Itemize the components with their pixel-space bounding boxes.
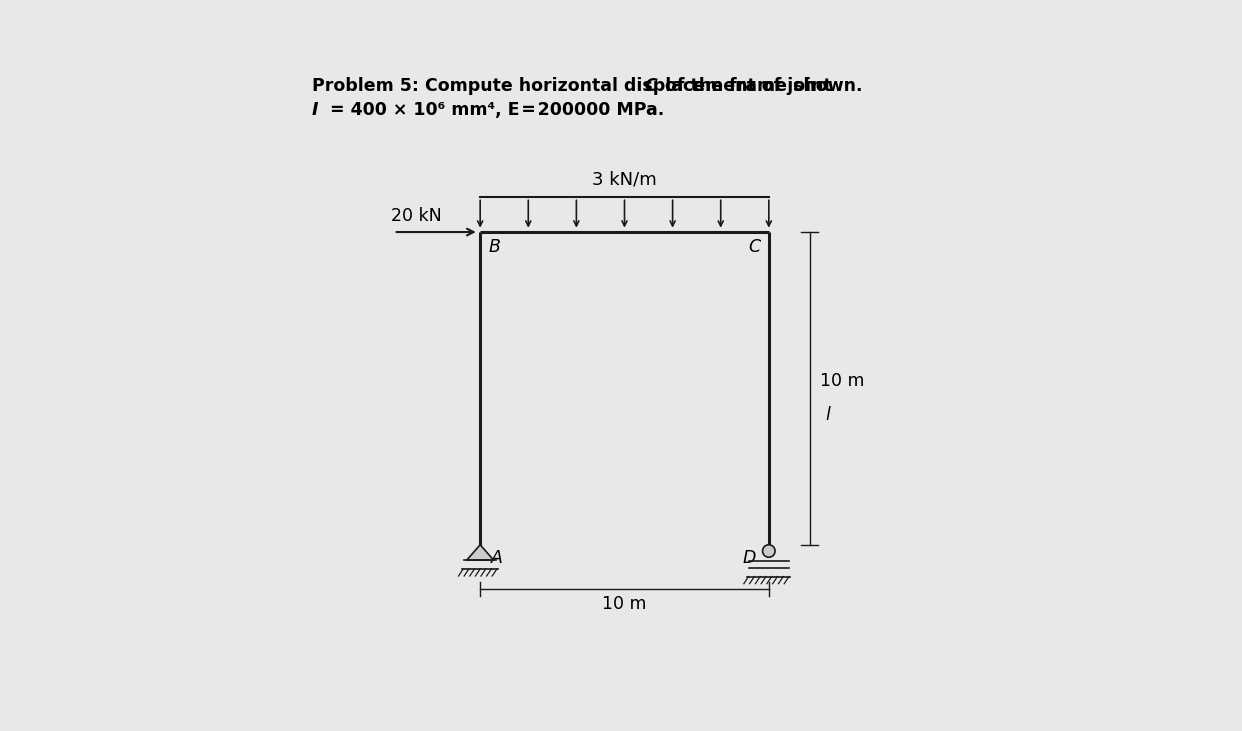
Text: D: D: [743, 548, 755, 567]
Text: C: C: [748, 238, 760, 256]
Circle shape: [763, 545, 775, 557]
Text: 10 m: 10 m: [602, 595, 647, 613]
Text: of the frame shown.: of the frame shown.: [660, 77, 863, 95]
Text: A: A: [491, 548, 503, 567]
Text: Problem 5: Compute horizontal displacement of joint: Problem 5: Compute horizontal displaceme…: [312, 77, 837, 95]
Text: B: B: [489, 238, 501, 256]
Text: 10 m: 10 m: [820, 372, 864, 390]
Text: = 400 × 10⁶ mm⁴, E = 200000 MPa.: = 400 × 10⁶ mm⁴, E = 200000 MPa.: [324, 101, 664, 119]
Text: C: C: [645, 77, 657, 95]
Text: I: I: [312, 101, 318, 119]
Text: l: l: [825, 406, 830, 424]
Polygon shape: [467, 545, 493, 560]
Text: 20 kN: 20 kN: [391, 207, 442, 225]
Text: 3 kN/m: 3 kN/m: [592, 171, 657, 189]
